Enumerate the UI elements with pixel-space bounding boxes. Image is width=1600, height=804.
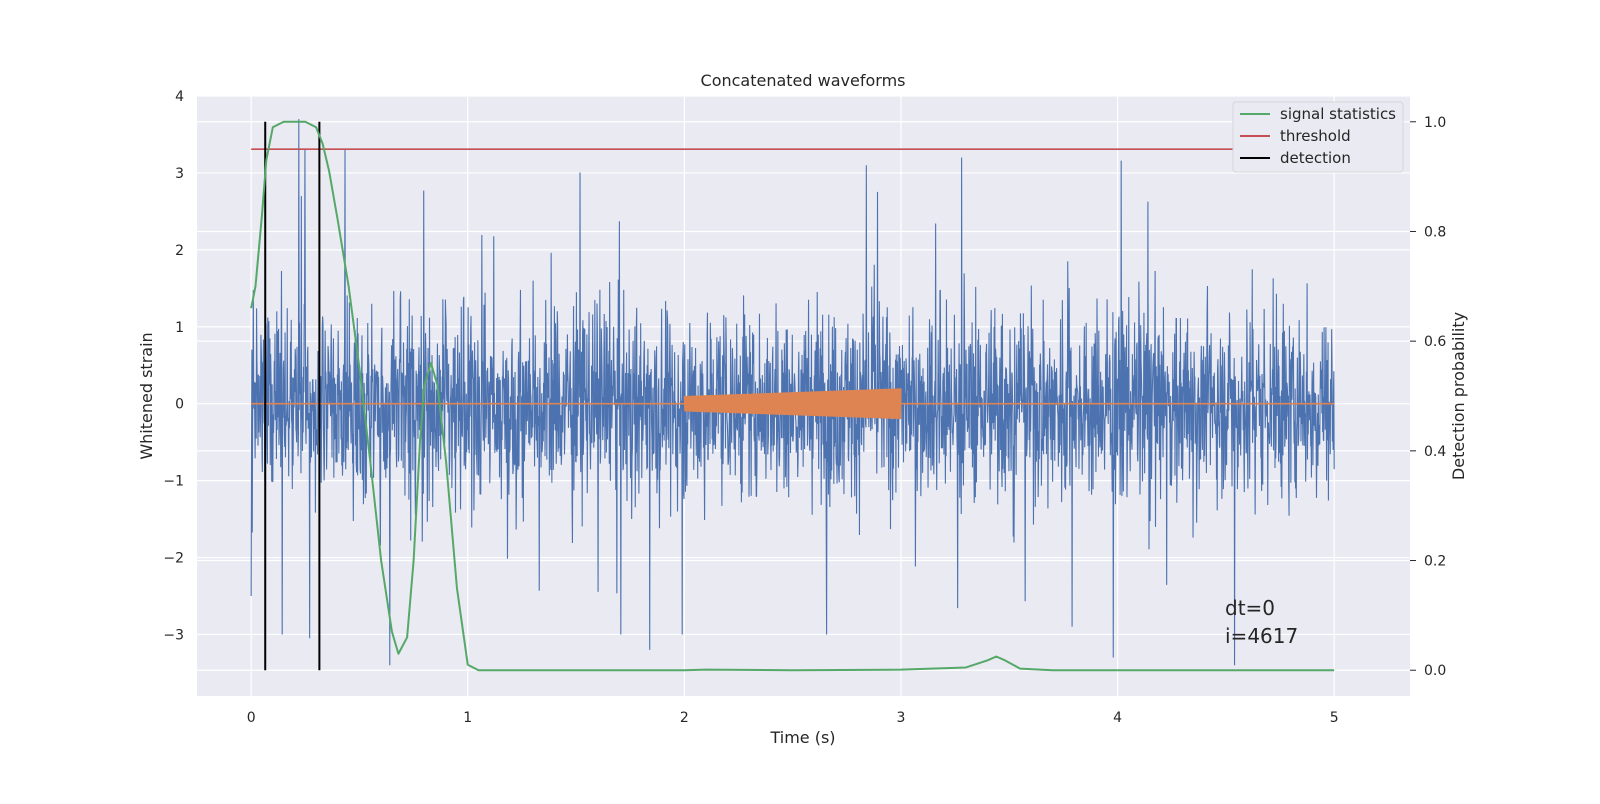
y-tick-label: −3	[163, 627, 184, 643]
annotation-dt: dt=0	[1225, 596, 1275, 620]
y-tick-label: 0	[175, 397, 184, 413]
y2-tick-label: 0.2	[1424, 554, 1446, 570]
annotation-index: i=4617	[1225, 624, 1298, 648]
y-tick-label: −2	[163, 551, 184, 567]
y-tick-label: 3	[175, 166, 184, 182]
signal-statistics-line	[250, 120, 1335, 672]
x-tick-label: 0	[247, 710, 256, 726]
detection-series	[264, 121, 321, 671]
chart-title: Concatenated waveforms	[701, 71, 906, 90]
legend-label-threshold: threshold	[1280, 127, 1351, 145]
y2-tick-label: 0.0	[1424, 663, 1446, 679]
y2-tick-label: 0.8	[1424, 224, 1446, 240]
y2-tick-label: 0.4	[1424, 444, 1446, 460]
injected-waveform-series	[251, 388, 1335, 420]
x-tick-label: 4	[1113, 710, 1122, 726]
y-tick-label: 2	[175, 243, 184, 259]
y2-tick-label: 0.6	[1424, 334, 1446, 350]
waveform-chirp	[683, 388, 902, 420]
y-tick-label: −1	[163, 474, 184, 490]
y-tick-label: 1	[175, 320, 184, 336]
x-tick-label: 3	[897, 710, 906, 726]
x-tick-label: 2	[680, 710, 689, 726]
tick-labels: 0 1 2 3 4 5 −3 −2 −1 0 1 2 3 4 0.0 0.2 0.4 0.6 0.8 1.0	[163, 89, 1446, 726]
legend-label-detection: detection	[1280, 149, 1351, 167]
legend-box	[1232, 101, 1404, 173]
legend: signal statistics threshold detection	[1232, 101, 1404, 173]
y2-axis-label: Detection probability	[1449, 312, 1468, 480]
y2-tick-label: 1.0	[1424, 115, 1446, 131]
x-axis-label: Time (s)	[769, 728, 835, 747]
y-tick-label: 4	[175, 89, 184, 105]
y-axis-label: Whitened strain	[137, 332, 156, 459]
noise-line	[250, 119, 1335, 666]
x-tick-label: 5	[1330, 710, 1339, 726]
x-tick-label: 1	[463, 710, 472, 726]
signal-statistics-series	[250, 120, 1335, 672]
legend-label-signal-statistics: signal statistics	[1280, 105, 1396, 123]
noise-series	[250, 119, 1335, 666]
